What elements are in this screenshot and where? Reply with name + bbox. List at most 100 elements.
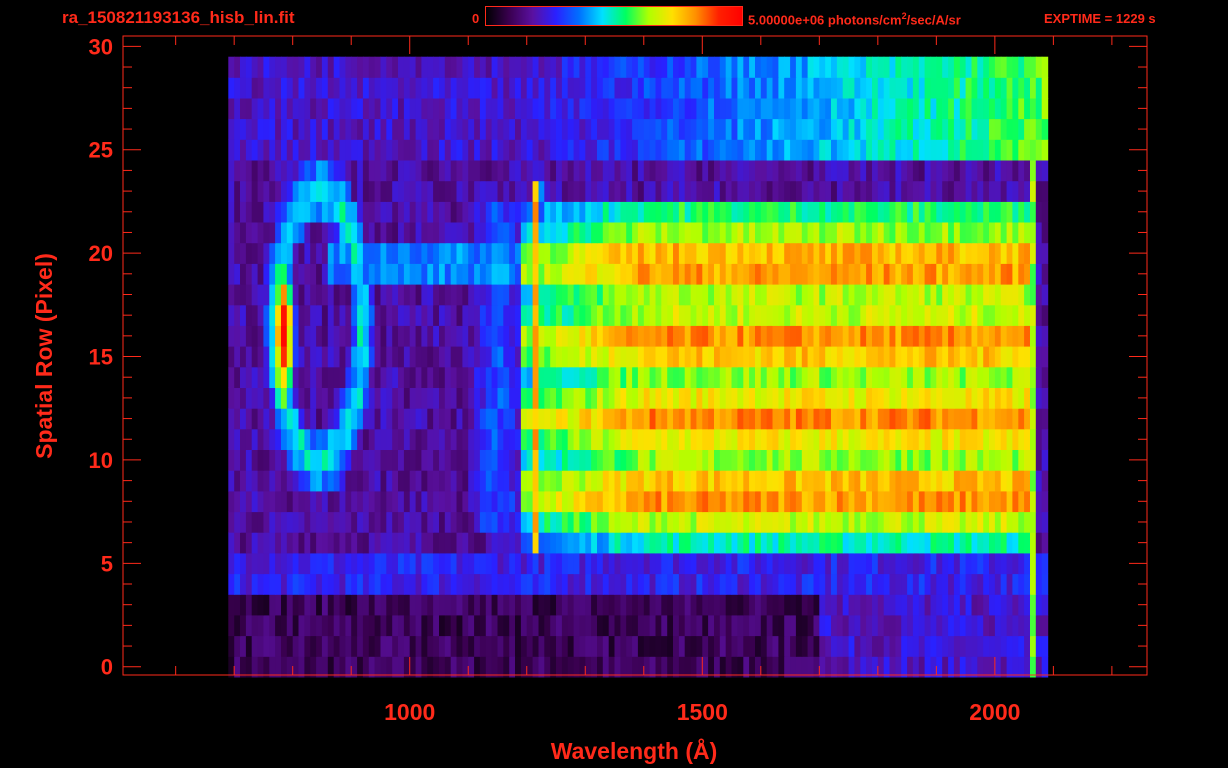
heatmap-cell bbox=[994, 304, 1002, 326]
heatmap-cell bbox=[362, 325, 370, 347]
heatmap-cell bbox=[1030, 366, 1037, 388]
heatmap-cell bbox=[1012, 635, 1019, 657]
heatmap-cell bbox=[848, 139, 856, 161]
heatmap-cell bbox=[842, 77, 850, 99]
heatmap-cell bbox=[872, 222, 879, 244]
heatmap-cell bbox=[918, 325, 926, 347]
heatmap-cell bbox=[240, 180, 247, 202]
heatmap-cell bbox=[702, 222, 709, 244]
heatmap-cell bbox=[877, 532, 885, 554]
heatmap-cell bbox=[327, 98, 335, 120]
heatmap-cell bbox=[316, 635, 323, 657]
heatmap-cell bbox=[368, 553, 376, 575]
heatmap-cell bbox=[678, 428, 686, 450]
heatmap-cell bbox=[918, 222, 926, 244]
heatmap-cell bbox=[263, 532, 270, 554]
heatmap-cell bbox=[708, 366, 715, 388]
heatmap-cell bbox=[959, 160, 967, 182]
heatmap-cell bbox=[673, 615, 680, 637]
heatmap-cell bbox=[994, 222, 1002, 244]
heatmap-cell bbox=[450, 304, 458, 326]
heatmap-cell bbox=[848, 222, 856, 244]
heatmap-cell bbox=[1012, 180, 1019, 202]
heatmap-cell bbox=[883, 118, 891, 140]
heatmap-cell bbox=[257, 139, 265, 161]
heatmap-cell bbox=[860, 77, 867, 99]
heatmap-cell bbox=[520, 656, 528, 678]
heatmap-cell bbox=[719, 139, 727, 161]
heatmap-cell bbox=[626, 366, 633, 388]
heatmap-cell bbox=[310, 532, 317, 554]
heatmap-cell bbox=[1041, 387, 1049, 409]
heatmap-cell bbox=[760, 77, 768, 99]
heatmap-cell bbox=[825, 553, 832, 575]
heatmap-cell bbox=[579, 222, 586, 244]
heatmap-cell bbox=[714, 346, 721, 368]
heatmap-cell bbox=[321, 139, 329, 161]
heatmap-cell bbox=[374, 635, 382, 657]
heatmap-cell bbox=[263, 242, 270, 264]
heatmap-cell bbox=[1035, 573, 1043, 595]
heatmap-cell bbox=[924, 635, 932, 657]
heatmap-cell bbox=[637, 222, 645, 244]
heatmap-cell bbox=[959, 242, 967, 264]
heatmap-cell bbox=[725, 428, 733, 450]
heatmap-cell bbox=[907, 77, 914, 99]
heatmap-cell bbox=[456, 242, 463, 264]
heatmap-cell bbox=[690, 118, 698, 140]
heatmap-cell bbox=[907, 656, 914, 678]
heatmap-cell bbox=[872, 118, 879, 140]
heatmap-cell bbox=[719, 573, 727, 595]
heatmap-cell bbox=[597, 201, 604, 223]
heatmap-cell bbox=[743, 160, 750, 182]
heatmap-cell bbox=[1006, 553, 1014, 575]
heatmap-cell bbox=[1012, 284, 1019, 306]
heatmap-cell bbox=[333, 77, 341, 99]
heatmap-cell bbox=[380, 449, 387, 471]
heatmap-cell bbox=[760, 532, 768, 554]
heatmap-cell bbox=[901, 325, 908, 347]
heatmap-cell bbox=[737, 366, 744, 388]
heatmap-cell bbox=[702, 470, 709, 492]
heatmap-cell bbox=[684, 222, 692, 244]
heatmap-cell bbox=[766, 594, 774, 616]
heatmap-cell bbox=[795, 77, 803, 99]
heatmap-cell bbox=[602, 573, 610, 595]
heatmap-cell bbox=[918, 77, 926, 99]
heatmap-cell bbox=[351, 615, 358, 637]
heatmap-cell bbox=[392, 615, 399, 637]
heatmap-cell bbox=[755, 511, 762, 533]
heatmap-cell bbox=[877, 263, 885, 285]
heatmap-cell bbox=[1024, 98, 1031, 120]
heatmap-cell bbox=[316, 118, 323, 140]
heatmap-cell bbox=[591, 118, 598, 140]
heatmap-cell bbox=[743, 428, 750, 450]
heatmap-cell bbox=[421, 77, 428, 99]
heatmap-cell bbox=[515, 325, 522, 347]
heatmap-cell bbox=[403, 160, 411, 182]
heatmap-cell bbox=[526, 615, 534, 637]
heatmap-cell bbox=[515, 408, 522, 430]
heatmap-cell bbox=[836, 346, 844, 368]
heatmap-cell bbox=[673, 160, 680, 182]
heatmap-cell bbox=[608, 387, 616, 409]
heatmap-cell bbox=[912, 428, 920, 450]
heatmap-cell bbox=[643, 470, 651, 492]
heatmap-cell bbox=[544, 56, 551, 78]
heatmap-cell bbox=[503, 56, 510, 78]
heatmap-cell bbox=[708, 408, 715, 430]
heatmap-cell bbox=[614, 222, 621, 244]
heatmap-cell bbox=[444, 366, 452, 388]
heatmap-cell bbox=[778, 56, 785, 78]
heatmap-cell bbox=[749, 470, 756, 492]
heatmap-cell bbox=[439, 491, 446, 513]
heatmap-cell bbox=[854, 263, 861, 285]
heatmap-cell bbox=[819, 242, 826, 264]
heatmap-cell bbox=[538, 491, 545, 513]
heatmap-cell bbox=[953, 180, 961, 202]
heatmap-cell bbox=[339, 263, 346, 285]
heatmap-cell bbox=[421, 118, 428, 140]
heatmap-cell bbox=[860, 139, 867, 161]
heatmap-cell bbox=[801, 408, 809, 430]
heatmap-cell bbox=[538, 180, 545, 202]
